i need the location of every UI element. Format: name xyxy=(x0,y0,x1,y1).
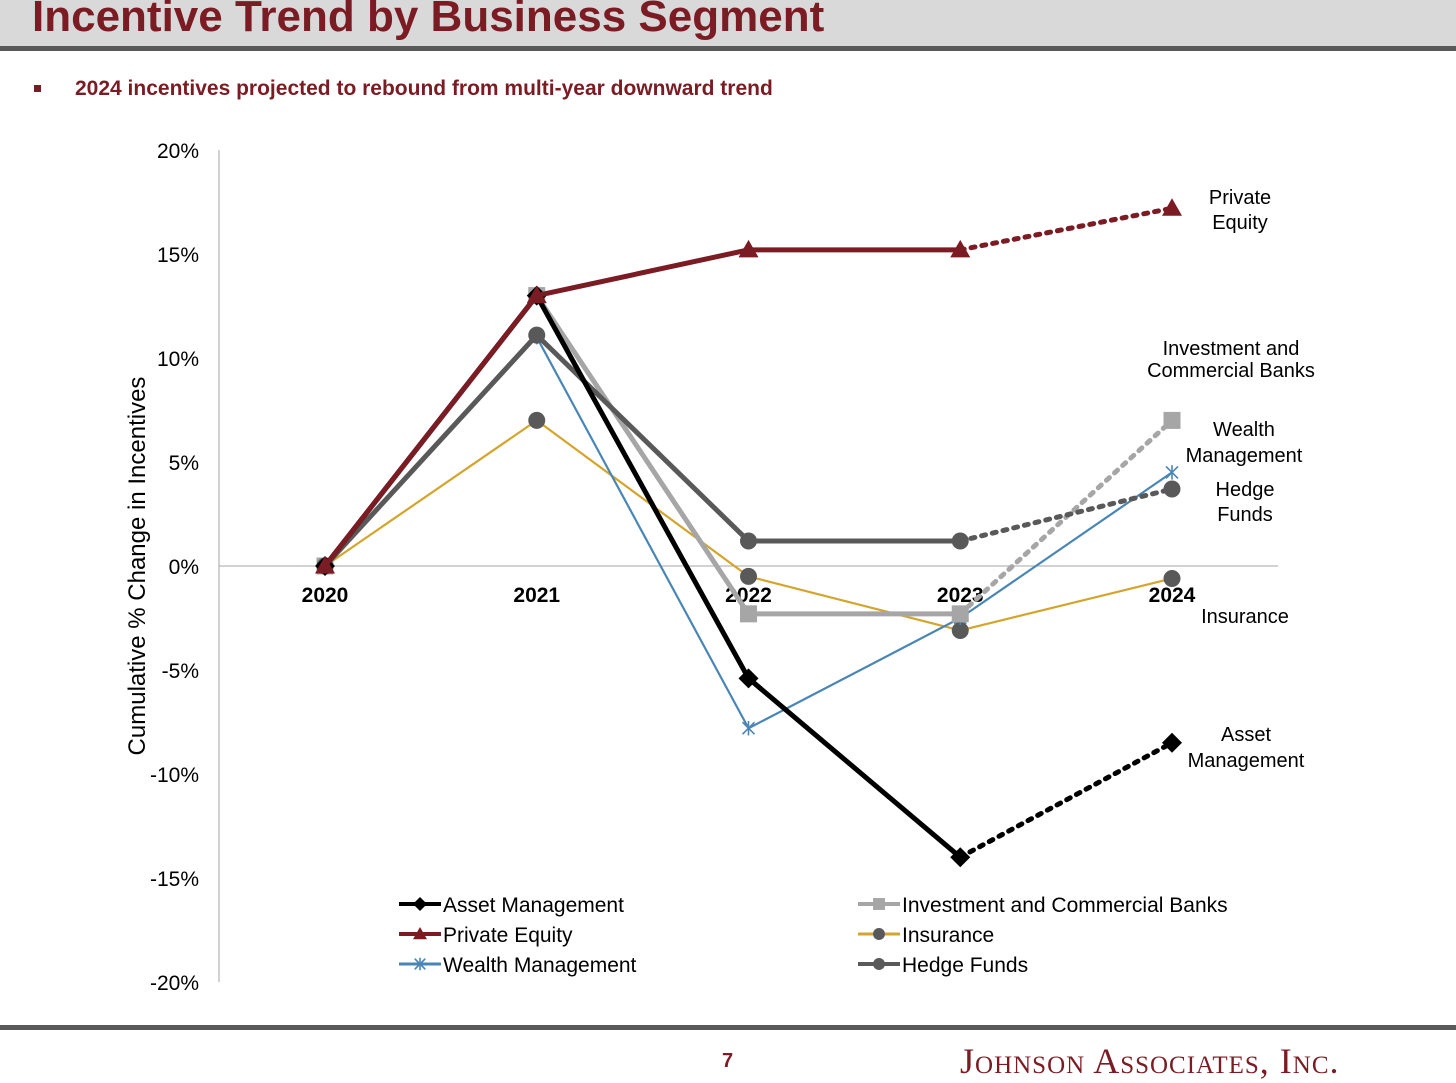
end-label-private-equity: Equity xyxy=(1212,212,1268,234)
data-point xyxy=(740,605,757,623)
data-point xyxy=(950,847,971,868)
data-point xyxy=(738,668,759,689)
company-logo: Johnson Associates, Inc. xyxy=(960,1041,1340,1081)
data-point xyxy=(1165,465,1179,480)
title-band xyxy=(0,0,1456,46)
x-tick-label: 2024 xyxy=(1149,584,1196,607)
legend-label: Private Equity xyxy=(443,924,573,947)
projection-line xyxy=(957,417,1175,617)
title-divider xyxy=(0,46,1456,51)
legend-item-hedge-funds: Hedge Funds xyxy=(858,954,1028,977)
data-point xyxy=(526,285,547,304)
projection-line xyxy=(957,486,1175,544)
legend-item-asset-management: Asset Management xyxy=(399,894,624,917)
x-tick-label: 2020 xyxy=(302,584,349,607)
legend-item-wealth-management: Wealth Management xyxy=(399,954,637,977)
data-point xyxy=(738,239,759,258)
legend-marker xyxy=(413,897,427,911)
y-tick-label: 10% xyxy=(157,348,199,371)
legend-item-private-equity: Private Equity xyxy=(399,924,573,947)
data-point xyxy=(315,556,335,574)
end-label-private-equity: Private xyxy=(1209,187,1271,209)
y-tick-label: -15% xyxy=(150,868,199,891)
legend-label: Insurance xyxy=(902,924,994,947)
data-point xyxy=(951,621,969,639)
end-label-hedge-funds: Hedge xyxy=(1216,479,1275,501)
projection-line xyxy=(957,205,1175,253)
legend-label: Wealth Management xyxy=(443,954,637,977)
series-line xyxy=(322,247,963,569)
page-number: 7 xyxy=(722,1050,734,1072)
y-axis-title: Cumulative % Change in Incentives xyxy=(124,377,151,756)
bullet-icon xyxy=(34,85,41,92)
projection-line xyxy=(957,740,1175,860)
end-label-asset-management: Asset xyxy=(1221,724,1271,746)
end-label-insurance: Insurance xyxy=(1201,606,1289,628)
y-tick-label: 5% xyxy=(169,452,199,475)
data-point xyxy=(950,239,971,258)
series-private-equity xyxy=(315,198,1182,574)
y-tick-label: -5% xyxy=(162,660,199,683)
page-title: Incentive Trend by Business Segment xyxy=(32,0,825,41)
x-tick-label: 2021 xyxy=(513,584,560,607)
legend-marker xyxy=(873,898,885,910)
legend-label: Asset Management xyxy=(443,894,624,917)
end-label-investment-banks: Commercial Banks xyxy=(1147,360,1315,382)
data-point xyxy=(951,532,969,550)
end-label-hedge-funds: Funds xyxy=(1217,504,1273,526)
data-point xyxy=(1163,411,1181,429)
subtitle: 2024 incentives projected to rebound fro… xyxy=(75,77,773,100)
x-tick-label: 2023 xyxy=(937,584,984,607)
data-point xyxy=(1162,732,1182,753)
legend-item-insurance: Insurance xyxy=(858,924,994,947)
end-label-wealth-management: Wealth xyxy=(1213,419,1275,441)
y-tick-label: -10% xyxy=(150,764,199,787)
series-hedge-funds xyxy=(316,326,1181,575)
data-point xyxy=(740,567,757,585)
data-point xyxy=(1163,480,1181,498)
legend-label: Investment and Commercial Banks xyxy=(902,894,1228,917)
data-point xyxy=(741,721,756,736)
data-point xyxy=(951,605,969,623)
series-line xyxy=(322,293,963,860)
data-point xyxy=(528,326,546,344)
data-point xyxy=(1163,569,1181,587)
footer-divider xyxy=(0,1025,1456,1030)
legend-marker xyxy=(413,927,427,940)
y-tick-label: 20% xyxy=(157,140,199,163)
legend-marker xyxy=(873,928,885,940)
data-point xyxy=(528,411,546,429)
y-tick-label: 0% xyxy=(169,556,199,579)
data-point xyxy=(740,532,757,550)
end-label-asset-management: Management xyxy=(1188,750,1305,772)
legend-label: Hedge Funds xyxy=(902,954,1028,977)
y-tick-label: 15% xyxy=(157,244,199,267)
legend-marker xyxy=(873,958,885,970)
legend-marker xyxy=(414,957,426,971)
series-line xyxy=(322,332,963,569)
end-label-investment-banks: Investment and xyxy=(1163,338,1300,360)
end-label-wealth-management: Management xyxy=(1186,445,1303,467)
x-tick-label: 2022 xyxy=(725,584,772,607)
y-tick-label: -20% xyxy=(150,972,199,995)
data-point xyxy=(1162,198,1182,216)
legend-item-investment-banks: Investment and Commercial Banks xyxy=(858,894,1228,917)
